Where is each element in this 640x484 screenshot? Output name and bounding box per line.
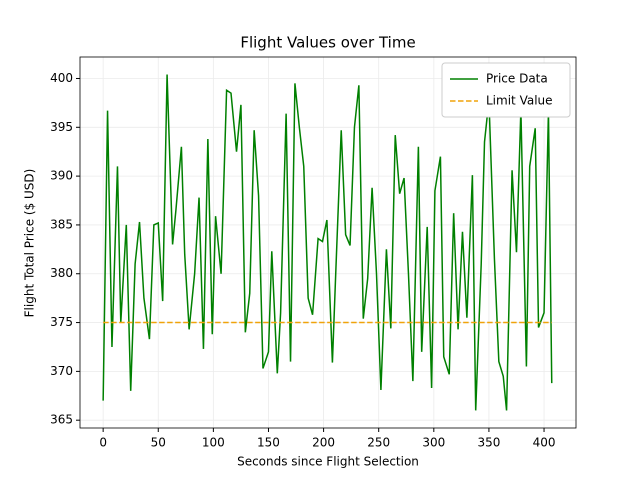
- x-tick-label: 400: [533, 436, 556, 450]
- y-tick-label: 385: [50, 217, 73, 231]
- x-tick-label: 350: [477, 436, 500, 450]
- x-tick-label: 200: [312, 436, 335, 450]
- plot-frame: [79, 56, 577, 429]
- legend-label: Limit Value: [486, 94, 553, 108]
- x-tick-label: 150: [257, 436, 280, 450]
- y-tick-label: 375: [50, 315, 73, 329]
- y-tick-label: 400: [50, 71, 73, 85]
- x-axis-label: Seconds since Flight Selection: [237, 455, 419, 469]
- y-tick-label: 390: [50, 169, 73, 183]
- legend-label: Price Data: [486, 72, 548, 86]
- y-tick-label: 370: [50, 364, 73, 378]
- y-tick-label: 365: [50, 413, 73, 427]
- y-axis-label: Flight Total Price ($ USD): [23, 169, 37, 318]
- x-tick-label: 50: [151, 436, 166, 450]
- series-line: [102, 74, 553, 411]
- y-tick-label: 380: [50, 266, 73, 280]
- x-tick-label: 100: [202, 436, 225, 450]
- y-tick-label: 395: [50, 120, 73, 134]
- x-tick-label: 300: [422, 436, 445, 450]
- legend-box: [441, 62, 571, 118]
- chart-title: Flight Values over Time: [240, 34, 415, 52]
- x-tick-label: 250: [367, 436, 390, 450]
- x-tick-label: 0: [99, 436, 107, 450]
